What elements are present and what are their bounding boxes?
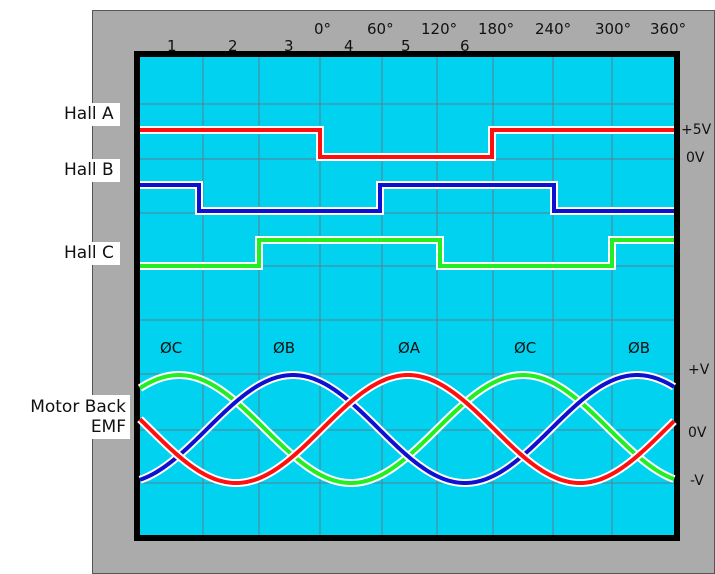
degree-tick: 60°: [367, 20, 394, 38]
emf-label-line2: EMF: [90, 417, 126, 437]
phase-label: ØA: [398, 339, 421, 357]
step-number: 6: [460, 37, 470, 55]
step-number: 2: [228, 37, 238, 55]
phase-label: ØC: [160, 339, 183, 357]
hall-c-trace: [140, 238, 674, 268]
degree-tick: 360°: [650, 20, 687, 38]
hall-a-trace: [140, 128, 674, 159]
traces: [137, 126, 677, 488]
degree-tick: 180°: [478, 20, 515, 38]
hall-b-label: Hall B: [60, 159, 120, 182]
degree-tick: 240°: [535, 20, 572, 38]
emf-zero-label: 0V: [688, 425, 707, 441]
phase-a-emf-trace: [138, 372, 676, 486]
step-number: 4: [344, 37, 354, 55]
emf-label-line1: Motor Back: [30, 397, 126, 417]
degree-tick: 0°: [314, 20, 332, 38]
phase-b-emf-trace: [139, 373, 676, 485]
phase-label: ØB: [628, 339, 651, 357]
hall-high-voltage-label: +5V: [681, 122, 712, 138]
phase-label: ØB: [273, 339, 296, 357]
motor-back-emf-label: Motor Back EMF: [8, 395, 130, 439]
step-number: 3: [284, 37, 294, 55]
hall-a-label: Hall A: [60, 103, 120, 126]
degree-tick: 120°: [421, 20, 458, 38]
emf-positive-label: +V: [688, 362, 710, 378]
hall-c-label: Hall C: [60, 242, 120, 265]
hall-low-voltage-label: 0V: [686, 150, 705, 166]
hall-b-trace: [140, 183, 674, 213]
step-number: 1: [167, 37, 177, 55]
emf-negative-label: -V: [690, 473, 704, 489]
degree-tick: 300°: [595, 20, 632, 38]
step-number: 5: [401, 37, 411, 55]
phase-label: ØC: [514, 339, 537, 357]
